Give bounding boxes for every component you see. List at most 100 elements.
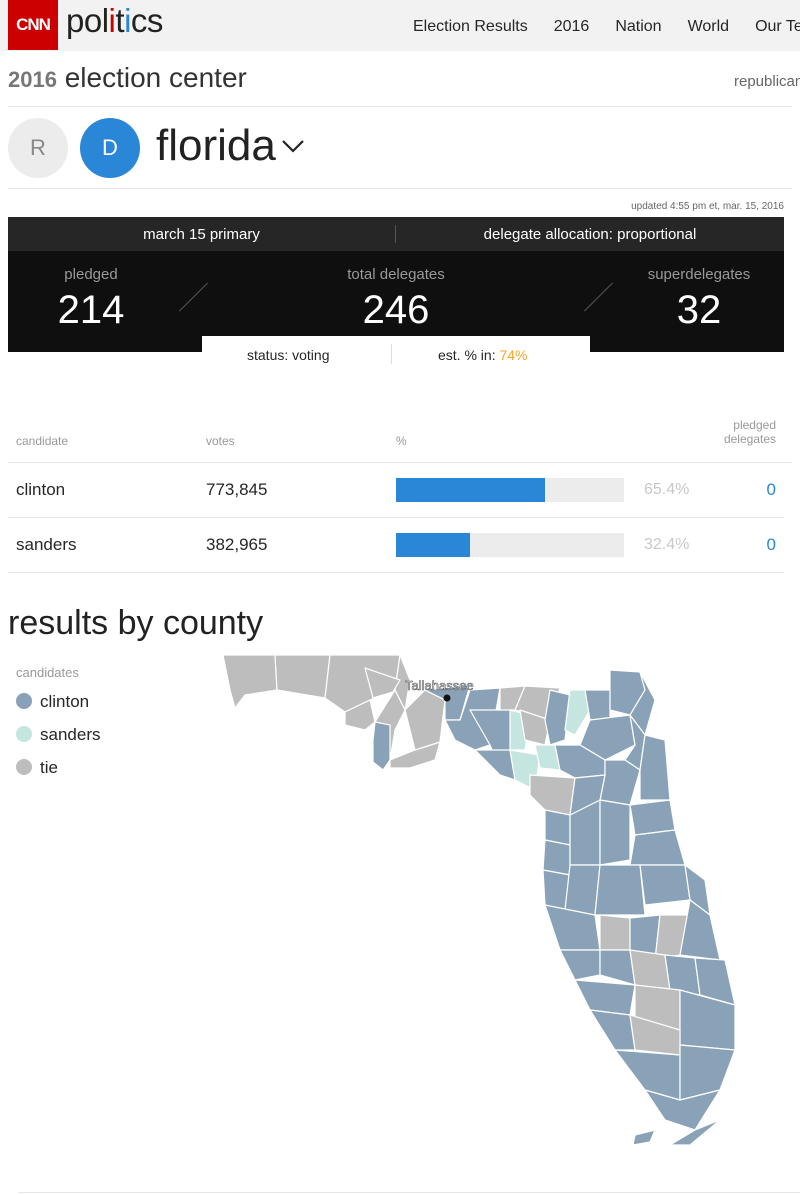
contest-name: march 15 primary (143, 226, 260, 243)
legend-swatch (16, 726, 32, 742)
county-shape (632, 1129, 656, 1146)
header-pledged-delegates: pledged delegates (724, 418, 776, 446)
vote-percent: 32.4% (644, 536, 690, 553)
county-shape (542, 839, 571, 876)
contest-header: march 15 primary delegate allocation: pr… (8, 217, 784, 251)
est-label: est. % in: (438, 347, 496, 363)
legend-title: candidates (16, 665, 79, 680)
wordmark-part: cs (130, 2, 164, 39)
nav-item-2016[interactable]: 2016 (553, 18, 590, 35)
county-shape (564, 689, 591, 736)
county-shape (589, 1009, 636, 1051)
title-text: election center (64, 62, 247, 93)
county-shape (404, 689, 446, 751)
cnn-logo[interactable]: CNN (8, 0, 58, 50)
county-shape (544, 689, 571, 746)
divider (8, 106, 792, 107)
county-section-title: results by county (8, 604, 264, 642)
logo-text: CNN (16, 15, 51, 34)
legend-item-sanders: sanders (16, 725, 100, 745)
page-title: 2016 election center (8, 62, 247, 94)
est-value: 74% (499, 347, 528, 363)
candidate-name: clinton (16, 480, 66, 499)
legend-item-tie: tie (16, 758, 58, 778)
nav-item-world[interactable]: World (687, 18, 730, 35)
delegate-allocation: delegate allocation: proportional (483, 226, 697, 243)
candidate-name: sanders (16, 535, 77, 554)
updated-timestamp: updated 4:55 pm et, mar. 15, 2016 (631, 201, 784, 212)
divider (8, 188, 792, 189)
county-shape (574, 979, 636, 1016)
pledged-delegates[interactable]: 0 (766, 480, 776, 499)
pledged-delegates[interactable]: 0 (766, 535, 776, 554)
county-shape (594, 864, 646, 916)
tallahassee-label: Tallahassee (405, 678, 474, 693)
republican-link[interactable]: republican (734, 73, 800, 90)
divider (18, 1192, 800, 1193)
county-shape (639, 864, 691, 906)
slash-divider (584, 282, 613, 312)
toggle-label: R (30, 135, 46, 160)
vote-share-fill (396, 478, 546, 502)
wordmark-part: i (108, 2, 116, 39)
county-shape (679, 899, 721, 961)
county-shape (529, 774, 576, 816)
county-shape (474, 749, 516, 781)
pledged-label: pledged (64, 266, 118, 283)
county-shape (599, 759, 641, 806)
nav-item-election-results[interactable]: Election Results (413, 18, 528, 35)
wordmark-part: pol (66, 2, 109, 39)
legend-label: tie (40, 758, 58, 777)
county-shape (344, 699, 376, 731)
nav-item-nation[interactable]: Nation (615, 18, 662, 35)
legend-item-clinton: clinton (16, 692, 89, 712)
header-line: delegates (723, 432, 776, 446)
superdelegates-label: superdelegates (647, 266, 751, 283)
state-selector[interactable]: florida (156, 121, 276, 170)
county-shape (364, 667, 401, 699)
legend-label: sanders (40, 725, 101, 744)
county-shape (584, 689, 611, 721)
county-shape (222, 654, 278, 709)
county-shape (274, 654, 331, 699)
nav-item-our-team[interactable]: Our Te (755, 18, 800, 35)
vote-count: 773,845 (206, 480, 268, 499)
delegate-summary: pledged 214 total delegates 246 superdel… (8, 251, 784, 352)
title-year: 2016 (8, 67, 57, 92)
header-percent: % (396, 434, 407, 448)
status-text: status: voting (247, 347, 330, 363)
florida-county-map[interactable]: Tallahassee (215, 650, 775, 1160)
county-shape (644, 1089, 721, 1131)
legend-swatch (16, 759, 32, 775)
est-reporting: est. % in: 74% (438, 347, 528, 363)
county-shape (629, 799, 676, 836)
superdelegates-count: 32 (676, 288, 722, 332)
vote-share-bar (396, 478, 624, 502)
vote-percent: 65.4% (644, 481, 690, 498)
total-delegates-label: total delegates (347, 266, 445, 283)
vote-share-fill (396, 533, 470, 557)
county-shape (639, 734, 671, 801)
pledged-count: 214 (57, 288, 125, 332)
header-candidate: candidate (16, 434, 69, 448)
politics-wordmark[interactable]: politics (66, 2, 163, 40)
header-line: pledged (733, 418, 776, 432)
table-row: clinton 773,845 65.4% 0 (8, 463, 784, 518)
table-row: sanders 382,965 32.4% 0 (8, 518, 784, 573)
chevron-down-icon[interactable] (280, 136, 306, 156)
county-shape (669, 1119, 721, 1146)
county-shape (599, 914, 631, 951)
tallahassee-marker (443, 694, 451, 702)
wordmark-part: i (124, 2, 131, 39)
top-nav-bar: CNN politics Election Results 2016 Nation W… (0, 0, 800, 51)
status-bar: status: voting est. % in: 74% (202, 336, 590, 372)
county-shape (599, 949, 636, 986)
county-shape (579, 714, 636, 761)
legend-label: clinton (40, 692, 90, 711)
wordmark-part: t (115, 2, 125, 39)
county-shape (629, 949, 671, 991)
county-shape (544, 809, 571, 846)
republican-toggle[interactable]: R (8, 118, 68, 178)
county-shape (629, 829, 686, 866)
democrat-toggle[interactable]: D (80, 118, 140, 178)
